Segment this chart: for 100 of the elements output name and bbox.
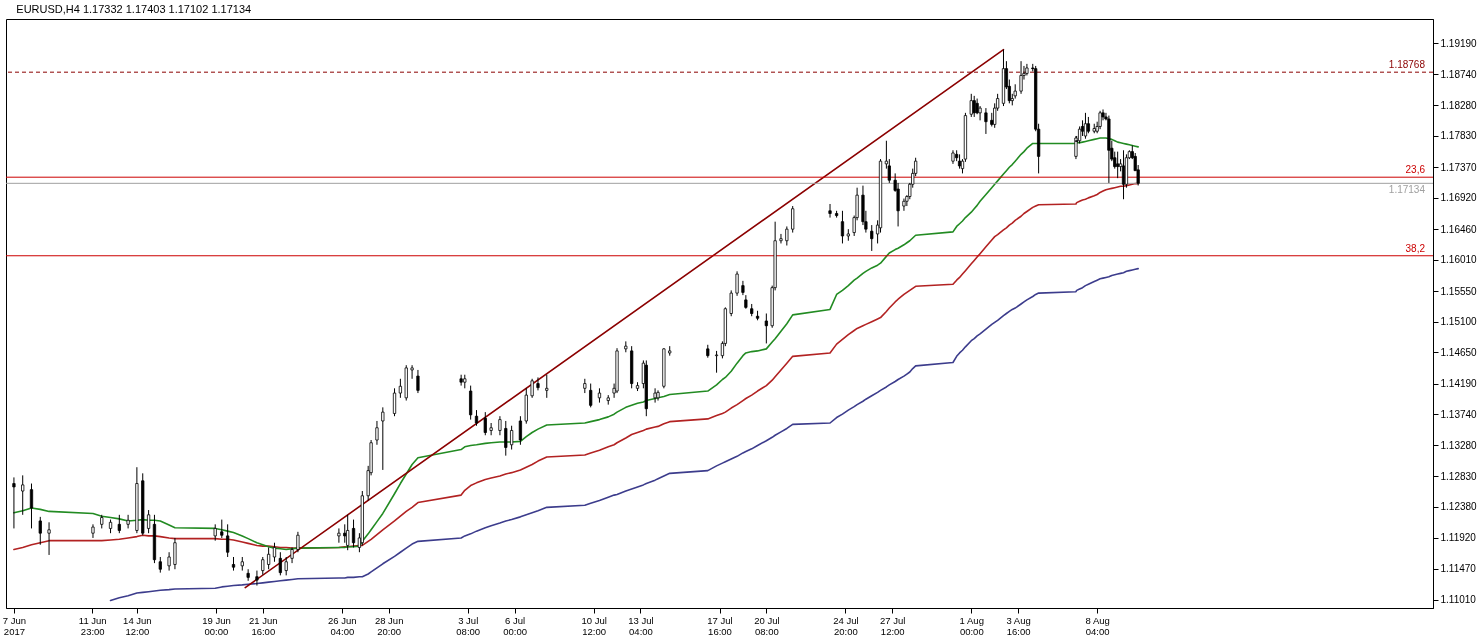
candlestick — [296, 531, 300, 553]
x-tick-label: 19 Jun 00:00 — [202, 614, 231, 637]
y-tick-label: 1.12380 — [1440, 501, 1478, 513]
candlestick — [984, 107, 988, 135]
y-tick-label: 1.18740 — [1440, 68, 1478, 80]
x-tick-label: 3 Jul 08:00 — [456, 614, 481, 637]
candlestick — [272, 542, 277, 563]
y-tick-label: 1.14190 — [1440, 378, 1478, 390]
chart-title: EURUSD,H4 1.17332 1.17403 1.17102 1.17134 — [16, 3, 252, 15]
ref-line-label: 1.17134 — [1388, 184, 1426, 196]
candlestick — [764, 313, 768, 344]
candlestick — [173, 537, 177, 570]
y-tick-label: 1.17370 — [1440, 161, 1478, 173]
candlestick — [902, 198, 906, 212]
candlestick — [840, 210, 845, 244]
candlestick — [656, 389, 660, 402]
candlestick — [346, 514, 350, 551]
y-tick-label: 1.11010 — [1440, 594, 1477, 606]
y-tick-label: 1.19190 — [1440, 37, 1478, 49]
y-tick-label: 1.16920 — [1440, 192, 1478, 204]
candlestick — [504, 420, 508, 457]
candlestick — [729, 289, 733, 317]
y-tick-label: 1.12830 — [1440, 470, 1478, 482]
x-tick-label: 20 Jul 08:00 — [754, 614, 780, 637]
candlestick — [483, 411, 487, 436]
candlestick — [278, 551, 282, 576]
candlestick — [978, 105, 982, 121]
y-tick-label: 1.16010 — [1440, 254, 1478, 266]
candlestick — [518, 415, 523, 446]
x-tick-label: 28 Jun 20:00 — [374, 614, 404, 637]
candlestick — [969, 93, 973, 118]
x-tick-label: 3 Aug 16:00 — [1006, 614, 1031, 637]
candlestick — [828, 203, 832, 219]
candlestick — [47, 521, 51, 556]
y-tick-label: 1.14650 — [1440, 346, 1478, 358]
candlestick — [530, 378, 534, 399]
candlestick — [779, 233, 783, 244]
y-tick-label: 1.11920 — [1440, 532, 1477, 544]
y-tick-label: 1.17830 — [1440, 130, 1478, 142]
x-tick-label: 11 Jun 23:00 — [78, 614, 107, 637]
candlestick — [416, 369, 420, 394]
candlestick — [498, 415, 502, 436]
candlestick — [714, 350, 719, 374]
x-tick-label: 24 Jul 20:00 — [833, 614, 859, 637]
candlestick — [267, 546, 271, 570]
candlestick — [284, 556, 288, 576]
candlestick — [12, 476, 16, 529]
y-tick-label: 1.11470 — [1440, 563, 1477, 575]
y-tick-label: 1.18280 — [1440, 99, 1478, 111]
candlestick — [459, 374, 463, 387]
x-tick-label: 14 Jun 12:00 — [123, 614, 152, 637]
candlestick — [126, 514, 130, 529]
candlestick — [220, 519, 224, 539]
candlestick — [870, 224, 874, 252]
candlestick — [785, 225, 789, 246]
candlestick — [653, 387, 657, 404]
candlestick — [410, 364, 414, 380]
candlestick — [489, 422, 493, 436]
annotation: 23,6 — [1405, 164, 1426, 176]
candlestick — [536, 376, 540, 391]
candlestick — [381, 406, 385, 471]
annotation: 38,2 — [1405, 242, 1426, 254]
candlestick — [167, 551, 171, 572]
x-tick-label: 1 Aug 00:00 — [959, 614, 984, 637]
candlestick — [469, 385, 473, 421]
candlestick — [735, 270, 739, 297]
candlestick — [246, 568, 250, 582]
x-tick-label: 10 Jul 12:00 — [581, 614, 607, 637]
candlestick — [226, 523, 230, 558]
candlestick — [337, 527, 341, 544]
y-tick-label: 1.13280 — [1440, 439, 1478, 451]
candlestick — [343, 523, 347, 544]
x-tick-label: 27 Jul 12:00 — [880, 614, 906, 637]
y-tick-label: 1.16460 — [1440, 223, 1478, 235]
x-tick-label: 21 Jun 16:00 — [249, 614, 278, 637]
candlestick — [791, 205, 795, 234]
x-tick-label: 7 Jun 2017 — [2, 614, 27, 637]
x-tick-label: 17 Jul 16:00 — [707, 614, 733, 637]
candlestick — [29, 483, 34, 529]
candlestick — [375, 420, 379, 446]
candlestick — [545, 374, 549, 399]
x-tick-label: 26 Jun 04:00 — [328, 614, 357, 637]
candlestick — [351, 519, 356, 548]
x-tick-label: 13 Jul 04:00 — [628, 614, 654, 637]
candlestick — [147, 509, 151, 534]
x-tick-label: 8 Aug 04:00 — [1085, 614, 1110, 637]
ref-line-label: 1.18768 — [1388, 59, 1426, 71]
line-series — [109, 267, 1139, 602]
y-tick-label: 1.15100 — [1440, 316, 1478, 328]
candlestick — [589, 383, 593, 408]
y-tick-label: 1.15550 — [1440, 285, 1478, 297]
candlestick — [1098, 110, 1102, 130]
candlestick — [117, 514, 121, 534]
candlestick — [38, 516, 42, 546]
candlestick — [21, 474, 25, 516]
y-tick-label: 1.13740 — [1440, 408, 1478, 420]
candlestick — [392, 387, 397, 417]
candlestick — [398, 378, 402, 399]
x-tick-label: 6 Jul 00:00 — [503, 614, 527, 637]
candlestick — [510, 425, 514, 451]
